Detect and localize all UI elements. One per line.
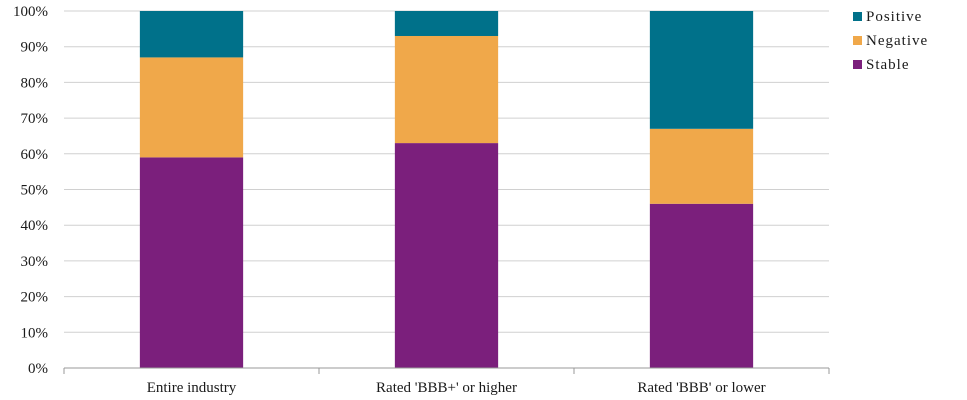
bar-segment-stable [394, 143, 499, 368]
x-category-label: Entire industry [147, 380, 237, 396]
y-tick-label: 20% [21, 290, 49, 306]
legend-label-positive: Positive [866, 9, 922, 25]
bar-segment-positive [139, 11, 244, 58]
bar-segment-stable [649, 203, 754, 368]
x-axis: Entire industry Rated 'BBB+' or higher Rat… [63, 367, 830, 396]
legend-label-stable: Stable [866, 57, 910, 73]
bar-segment-positive [649, 11, 754, 129]
bar-segment-stable [139, 157, 244, 368]
y-tick-label: 0% [28, 361, 48, 377]
legend-swatch-stable [853, 60, 862, 69]
bars [139, 11, 754, 368]
y-tick-label: 100% [13, 4, 48, 20]
legend-label-negative: Negative [866, 33, 928, 49]
bar-segment-negative [394, 35, 499, 144]
legend-swatch-positive [853, 12, 862, 21]
y-tick-label: 90% [21, 40, 49, 56]
x-category-label: Rated 'BBB' or lower [637, 380, 765, 396]
bar-segment-negative [649, 128, 754, 204]
x-category-label: Rated 'BBB+' or higher [376, 380, 517, 396]
y-tick-label: 10% [21, 325, 49, 341]
bar-segment-negative [139, 57, 244, 158]
y-tick-label: 30% [21, 254, 49, 270]
bar-segment-positive [394, 11, 499, 36]
legend-swatch-negative [853, 36, 862, 45]
y-tick-label: 40% [21, 218, 49, 234]
y-axis: 0% 10% 20% 30% 40% 50% 60% 70% 80% 90% 100% [13, 4, 48, 377]
legend: Positive Negative Stable [853, 9, 928, 73]
y-tick-label: 70% [21, 111, 49, 127]
y-tick-label: 60% [21, 147, 49, 163]
y-tick-label: 50% [21, 183, 49, 199]
y-tick-label: 80% [21, 75, 49, 91]
